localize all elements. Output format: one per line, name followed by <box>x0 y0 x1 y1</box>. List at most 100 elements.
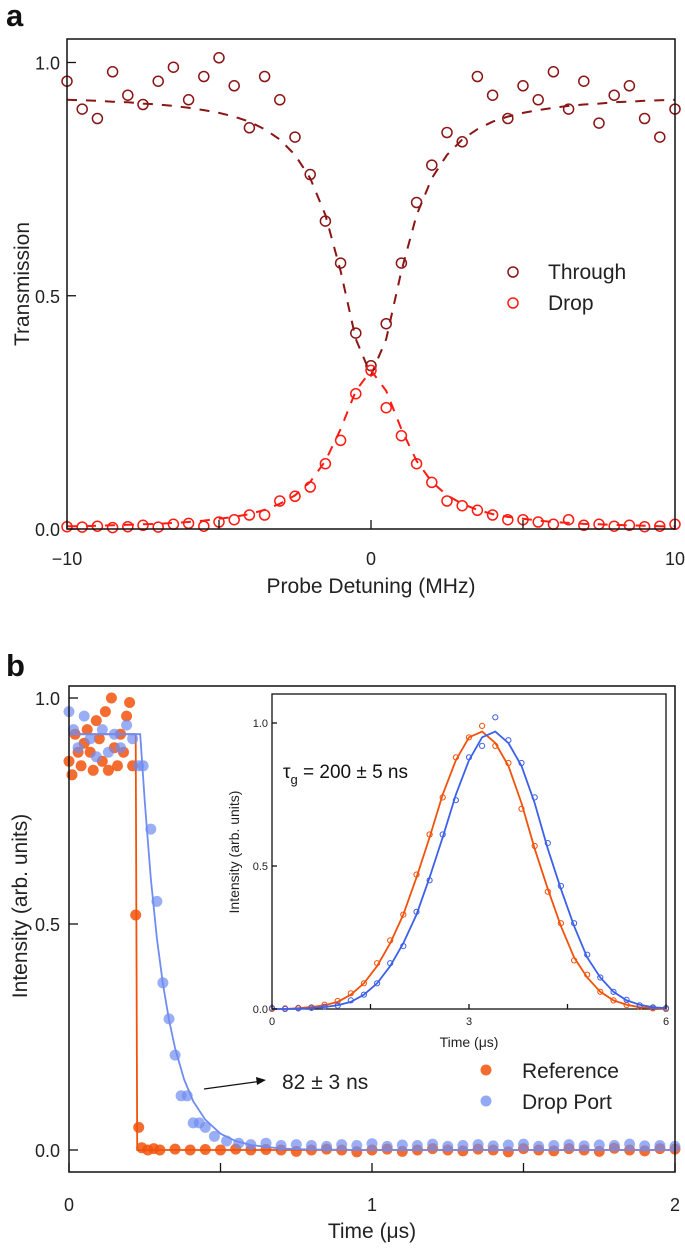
data-point-reference <box>66 769 78 781</box>
panel-a-axes: −10 0 10 0.0 0.5 1.0 <box>35 54 685 570</box>
data-point-drop <box>106 521 119 534</box>
data-point-drop-port <box>199 1121 211 1133</box>
data-point-drop-port <box>427 1138 439 1150</box>
legend-label-drop-port: Drop Port <box>522 1091 612 1114</box>
legend-label-through: Through <box>548 261 626 284</box>
data-point-drop-port <box>78 710 90 722</box>
data-point-through <box>198 70 210 83</box>
panel-b-data <box>63 692 681 1158</box>
legend-marker-reference <box>480 1064 492 1076</box>
fit-line-drop-port <box>69 733 675 1151</box>
panel-b-xlabel: Time (μs) <box>328 1220 416 1243</box>
data-point-drop-port <box>502 1139 514 1151</box>
data-point-drop <box>274 495 286 507</box>
data-point-drop-port <box>121 719 133 731</box>
data-point-through <box>547 66 560 78</box>
inset-xlabel: Time (μs) <box>440 1034 499 1050</box>
data-point-through <box>91 112 104 125</box>
data-point-drop <box>471 504 484 517</box>
data-point-reference <box>102 764 114 776</box>
data-point-through <box>395 257 408 269</box>
data-point-drop-port <box>127 733 139 745</box>
data-point-drop-port <box>68 724 79 736</box>
y-tick-label: 1.0 <box>35 54 60 74</box>
data-point-drop <box>289 490 301 503</box>
y-tick-label: 1.0 <box>253 718 268 730</box>
data-point-through <box>502 112 514 125</box>
data-point-drop-port <box>84 733 96 745</box>
data-point-reference <box>93 733 105 745</box>
data-point-drop <box>441 495 453 507</box>
data-point-reference <box>133 1121 145 1133</box>
x-tick-label: 1 <box>367 1195 377 1215</box>
data-point-drop <box>167 518 180 531</box>
x-tick-label: 10 <box>665 549 685 569</box>
inset-axes: 0 3 6 0.0 0.5 1.0 <box>253 718 669 1028</box>
data-point-drop-port <box>479 742 486 750</box>
data-point-through <box>182 94 195 106</box>
data-point-through <box>593 117 605 129</box>
inset-annotation-group-delay: τg = 200 ± 5 ns <box>283 762 408 787</box>
data-point-through <box>334 257 347 269</box>
panel-label-a: a <box>6 0 24 33</box>
inset-frame <box>271 693 667 1010</box>
data-point-drop <box>228 513 240 526</box>
data-point-drop-port <box>472 1139 484 1151</box>
data-point-drop <box>456 499 468 512</box>
data-point-drop <box>395 429 408 442</box>
data-point-drop <box>334 434 347 447</box>
fit-line-reference <box>272 730 667 1010</box>
data-point-reference <box>81 724 93 736</box>
x-tick-label: −10 <box>52 549 83 569</box>
data-point-drop-port <box>518 1138 529 1150</box>
data-point-through <box>562 103 575 115</box>
data-point-drop <box>502 513 514 526</box>
data-point-reference <box>75 760 87 772</box>
data-point-drop <box>608 520 620 532</box>
data-point-drop-port <box>305 1140 317 1151</box>
data-point-through <box>289 131 301 143</box>
data-point-drop-port <box>208 1130 220 1142</box>
data-point-through <box>152 75 164 87</box>
data-point-drop-port <box>548 1140 560 1151</box>
data-point-drop <box>122 520 134 533</box>
data-point-drop-port <box>360 991 367 998</box>
data-point-through <box>654 131 666 143</box>
data-point-drop <box>350 387 362 400</box>
data-point-drop-port <box>411 1140 423 1151</box>
data-point-drop <box>304 481 316 493</box>
data-point-through <box>213 52 225 64</box>
x-tick-label: 0 <box>366 549 376 569</box>
fit-line-drop-port <box>272 730 667 1010</box>
legend-marker-drop <box>507 297 519 309</box>
panel-b-ylabel: Intensity (arb. units) <box>9 814 32 998</box>
data-point-drop-port <box>72 742 84 754</box>
inset-data <box>268 714 670 1013</box>
data-point-reference <box>479 722 486 730</box>
data-point-drop-port <box>351 1140 363 1151</box>
data-point-through <box>623 80 636 92</box>
data-point-drop-port <box>336 1139 348 1151</box>
data-point-through <box>274 94 286 106</box>
data-point-drop-port <box>374 980 381 987</box>
panel-b-legend: Reference Drop Port <box>480 1060 619 1114</box>
data-point-through <box>167 61 180 73</box>
inset-ylabel: Intensity (arb. units) <box>226 791 242 914</box>
data-point-drop-port <box>457 1140 469 1151</box>
data-point-drop-port <box>639 1140 651 1152</box>
data-point-reference <box>112 760 123 772</box>
x-tick-label: 3 <box>466 1016 472 1028</box>
panel-a-ylabel: Transmission <box>11 222 34 346</box>
data-point-through <box>106 66 119 78</box>
data-point-drop <box>638 520 651 533</box>
data-point-drop-port <box>597 974 604 981</box>
annotation-decay-time: 82 ± 3 ns <box>282 1071 368 1094</box>
x-tick-label: 6 <box>663 1016 669 1028</box>
data-point-drop <box>76 521 88 533</box>
data-point-through <box>638 112 651 125</box>
data-point-through <box>578 75 590 87</box>
panel-a-xlabel: Probe Detuning (MHz) <box>267 575 476 598</box>
data-point-drop <box>182 517 195 530</box>
data-point-reference <box>465 734 473 741</box>
data-point-drop <box>562 513 575 526</box>
